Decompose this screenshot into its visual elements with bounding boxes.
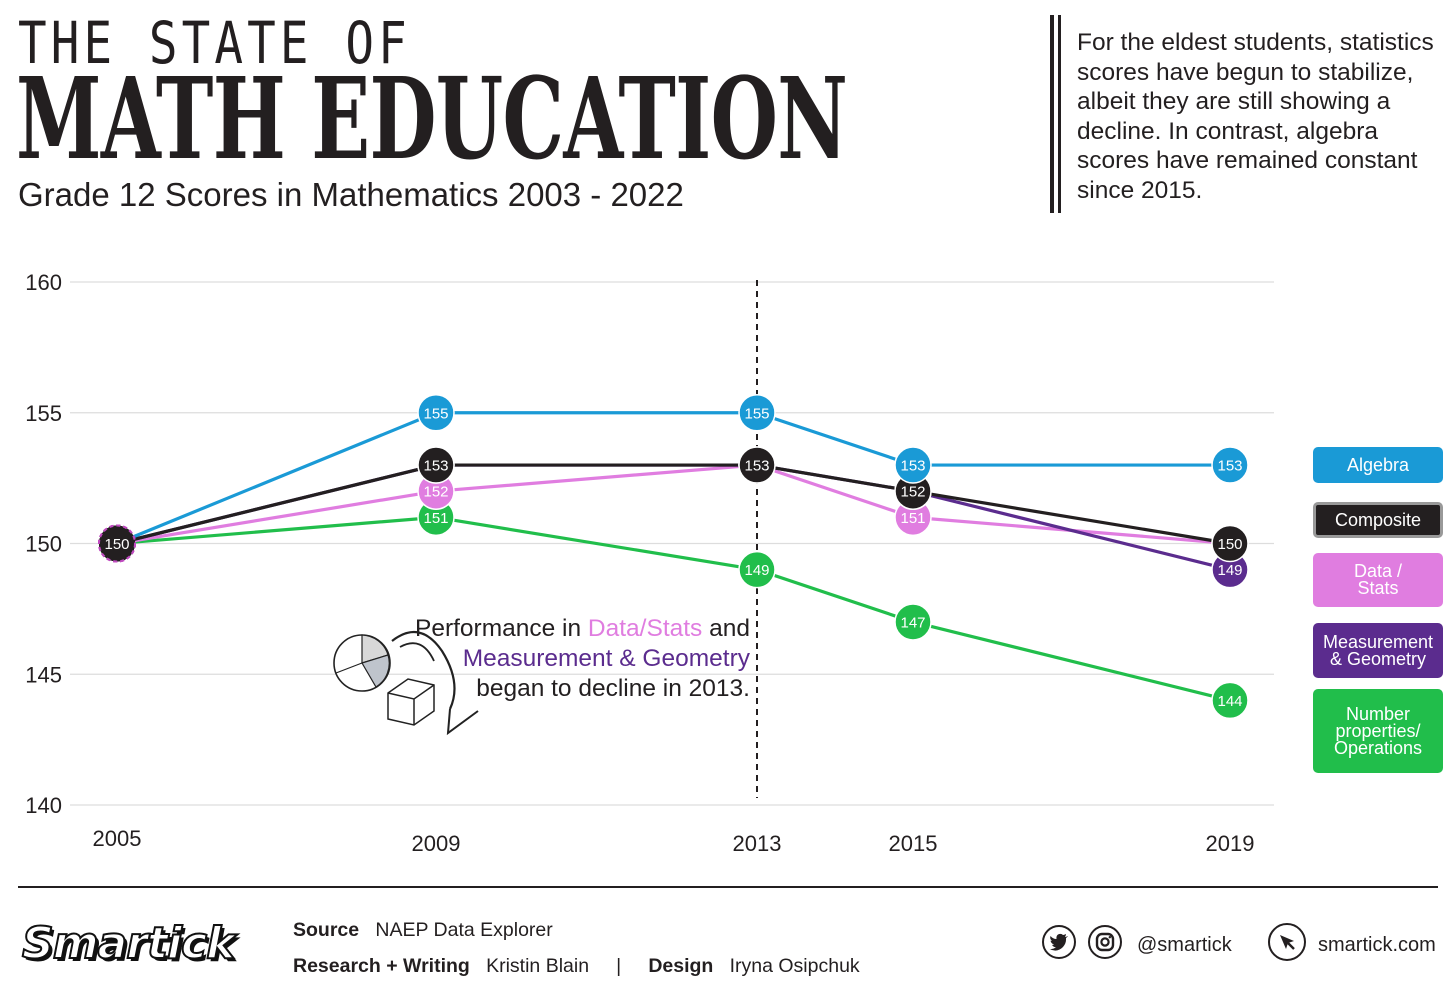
twitter-icon[interactable]	[1042, 925, 1076, 959]
source-credit: Source NAEP Data Explorer	[293, 919, 553, 942]
note-divider	[1050, 15, 1054, 213]
data-point	[894, 446, 932, 484]
data-point	[738, 550, 776, 589]
x-tick-label: 2013	[733, 831, 782, 856]
annotation-text: Performance in	[414, 615, 588, 642]
legend-label: Algebra	[1346, 454, 1410, 475]
y-tick-label: 145	[25, 662, 62, 687]
data-label: 153	[744, 458, 769, 475]
data-label: 150	[1217, 536, 1242, 553]
legend-data-stats: Data / Stats	[1313, 553, 1443, 607]
data-label: 150	[104, 536, 129, 553]
y-tick-label: 160	[25, 270, 62, 295]
series-line	[116, 463, 1231, 546]
data-label: 153	[900, 458, 925, 475]
y-tick-label: 140	[25, 793, 62, 818]
legend-measurement-geometry: Measurement & Geometry	[1313, 623, 1443, 678]
data-point	[1211, 681, 1249, 720]
data-label: 152	[423, 484, 448, 501]
smartick-logo: Smartick	[21, 917, 236, 970]
data-point	[98, 524, 136, 563]
source-value: NAEP Data Explorer	[375, 919, 553, 941]
research-credit: Research + Writing Kristin Blain | Desig…	[293, 955, 860, 978]
annotation-text: began to decline in 2013.	[476, 675, 750, 702]
insight-note: For the eldest students, statistics scor…	[1077, 29, 1434, 204]
data-label: 147	[900, 614, 925, 631]
line-chart: 140 145 150 155 160 2005 2009 2013 2015 2019 150 15…	[25, 270, 1274, 856]
data-point	[738, 394, 776, 432]
footer-divider	[18, 886, 1438, 888]
data-label: 149	[1217, 562, 1242, 579]
data-label: 151	[423, 510, 448, 527]
data-point	[417, 446, 455, 484]
series-line	[116, 463, 1231, 546]
data-label: 153	[1217, 458, 1242, 475]
data-label: 153	[423, 458, 448, 475]
x-tick-label: 2005	[93, 826, 142, 851]
source-label: Source	[293, 919, 360, 941]
instagram-icon[interactable]	[1088, 925, 1122, 959]
data-label: 155	[744, 405, 769, 422]
data-point	[1211, 446, 1249, 484]
data-point	[417, 394, 455, 432]
data-label: 152	[900, 484, 925, 501]
note-divider	[1058, 15, 1061, 213]
x-tick-label: 2015	[889, 831, 938, 856]
design-value: Iryna Osipchuk	[729, 955, 860, 977]
design-label: Design	[648, 955, 714, 977]
data-point	[738, 446, 776, 484]
data-point	[894, 603, 932, 641]
credit-separator: |	[616, 955, 622, 977]
chart-subtitle: Grade 12 Scores in Mathematics 2003 - 20…	[18, 176, 684, 213]
legend-label: Number properties/ Operations	[1333, 703, 1423, 758]
data-label: 149	[744, 562, 769, 579]
research-value: Kristin Blain	[486, 955, 590, 977]
legend-label: Measurement & Geometry	[1322, 631, 1434, 669]
annotation-text: and	[702, 615, 750, 642]
data-point	[1211, 524, 1249, 563]
y-tick-label: 150	[25, 532, 62, 557]
y-tick-label: 155	[25, 401, 62, 426]
legend-algebra: Algebra	[1313, 447, 1443, 483]
math-doodle-icon	[333, 631, 479, 736]
data-label: 151	[900, 510, 925, 527]
data-label: 155	[423, 405, 448, 422]
title-top: THE STATE OF	[18, 9, 411, 77]
research-label: Research + Writing	[293, 955, 470, 977]
cursor-icon[interactable]	[1268, 923, 1306, 961]
website-link[interactable]: smartick.com	[1318, 934, 1436, 956]
legend-label: Composite	[1334, 509, 1422, 530]
annotation-highlight-stats: Data/Stats	[587, 615, 703, 642]
series-line	[116, 411, 1230, 545]
chart-annotation: Performance in Data/Stats and Measuremen…	[400, 614, 750, 704]
legend-composite: Composite	[1313, 502, 1443, 538]
x-tick-label: 2009	[412, 831, 461, 856]
legend-number-operations: Number properties/ Operations	[1313, 689, 1443, 773]
annotation-highlight-measurement: Measurement & Geometry	[462, 645, 750, 672]
social-handle[interactable]: @smartick	[1137, 934, 1232, 956]
x-tick-label: 2019	[1206, 831, 1255, 856]
data-label: 144	[1217, 693, 1242, 710]
page-title: MATH EDUCATION	[16, 54, 848, 185]
legend-label: Data / Stats	[1353, 561, 1403, 598]
